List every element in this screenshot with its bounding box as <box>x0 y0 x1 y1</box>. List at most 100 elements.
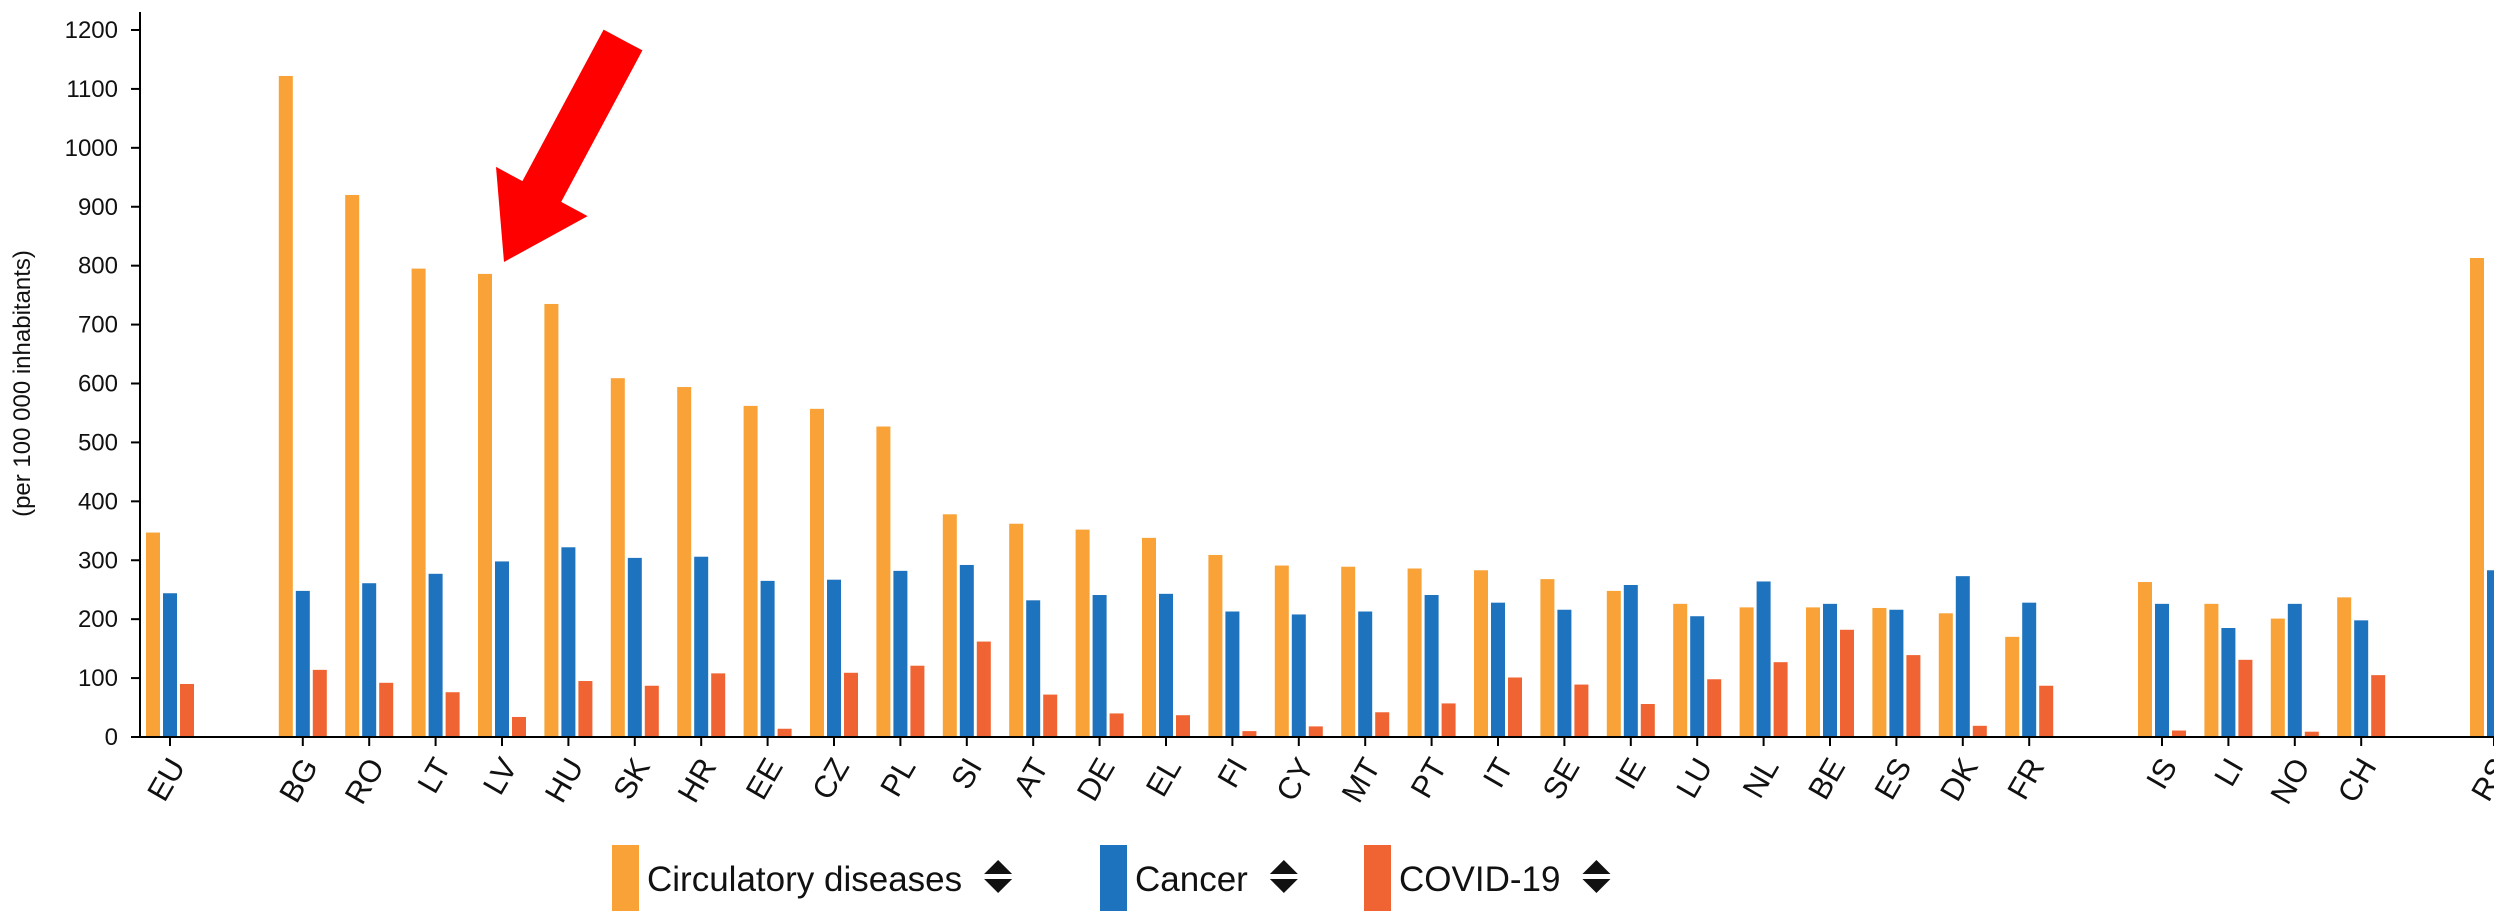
bar-sk-covid-19[interactable] <box>644 685 659 737</box>
bar-lv-covid-19[interactable] <box>512 716 526 737</box>
bar-lv-cancer[interactable] <box>495 561 509 737</box>
bar-pl-cancer[interactable] <box>893 570 908 737</box>
sort-down-icon[interactable] <box>1582 879 1611 893</box>
bar-ch-covid-19[interactable] <box>2371 675 2386 737</box>
bar-ro-covid-19[interactable] <box>379 682 394 737</box>
bar-ie-cancer[interactable] <box>1623 584 1638 737</box>
bar-ch-cancer[interactable] <box>2354 620 2369 737</box>
bar-ee-circulatory-diseases[interactable] <box>743 405 758 737</box>
sort-down-icon[interactable] <box>984 879 1013 893</box>
bar-dk-circulatory-diseases[interactable] <box>1938 613 1953 737</box>
sort-toggle-icon[interactable] <box>1269 860 1298 893</box>
bar-pl-covid-19[interactable] <box>910 665 925 737</box>
bar-el-covid-19[interactable] <box>1176 715 1190 737</box>
bar-se-circulatory-diseases[interactable] <box>1540 579 1555 737</box>
legend-item-circulatory-diseases[interactable]: Circulatory diseases <box>612 845 1013 911</box>
bar-se-cancer[interactable] <box>1557 609 1572 737</box>
bar-at-cancer[interactable] <box>1026 600 1041 737</box>
bar-pt-covid-19[interactable] <box>1441 703 1456 737</box>
bar-be-circulatory-diseases[interactable] <box>1806 607 1820 737</box>
bar-sk-circulatory-diseases[interactable] <box>610 378 625 737</box>
bar-mt-covid-19[interactable] <box>1375 712 1390 737</box>
bar-de-covid-19[interactable] <box>1109 713 1124 737</box>
bar-si-cancer[interactable] <box>959 564 974 737</box>
bar-cz-circulatory-diseases[interactable] <box>810 408 824 737</box>
bar-ro-cancer[interactable] <box>362 583 377 737</box>
bar-bg-cancer[interactable] <box>295 590 310 737</box>
bar-lv-circulatory-diseases[interactable] <box>478 273 492 737</box>
bar-li-cancer[interactable] <box>2221 628 2236 737</box>
bar-no-cancer[interactable] <box>2287 603 2302 737</box>
sort-up-icon[interactable] <box>1269 860 1298 874</box>
bar-lu-covid-19[interactable] <box>1707 679 1722 737</box>
bar-es-circulatory-diseases[interactable] <box>1872 607 1887 737</box>
bar-fi-circulatory-diseases[interactable] <box>1208 554 1223 737</box>
bar-eu-covid-19[interactable] <box>180 683 194 737</box>
bar-es-cancer[interactable] <box>1889 609 1904 737</box>
bar-lt-cancer[interactable] <box>428 573 443 737</box>
bar-li-covid-19[interactable] <box>2238 659 2253 737</box>
bar-be-cancer[interactable] <box>1823 603 1837 737</box>
bar-nl-circulatory-diseases[interactable] <box>1739 607 1754 737</box>
bar-is-cancer[interactable] <box>2155 603 2169 737</box>
bar-mt-circulatory-diseases[interactable] <box>1341 566 1356 737</box>
bar-cy-cancer[interactable] <box>1291 614 1306 737</box>
sort-up-icon[interactable] <box>984 860 1013 874</box>
bar-el-circulatory-diseases[interactable] <box>1142 537 1156 737</box>
bar-it-cancer[interactable] <box>1491 602 1505 737</box>
bar-fr-cancer[interactable] <box>2022 602 2037 737</box>
bar-is-circulatory-diseases[interactable] <box>2138 582 2152 737</box>
bar-ee-cancer[interactable] <box>760 580 775 737</box>
bar-si-circulatory-diseases[interactable] <box>942 514 957 737</box>
legend-item-cancer[interactable]: Cancer <box>1100 845 1298 911</box>
bar-fr-circulatory-diseases[interactable] <box>2005 636 2020 737</box>
bar-rs-circulatory-diseases[interactable] <box>2470 258 2484 737</box>
bar-cz-cancer[interactable] <box>827 579 841 737</box>
bar-hu-cancer[interactable] <box>561 547 576 737</box>
bar-pt-cancer[interactable] <box>1424 595 1439 737</box>
bar-de-circulatory-diseases[interactable] <box>1075 529 1090 737</box>
bar-dk-cancer[interactable] <box>1955 576 1970 737</box>
bar-at-covid-19[interactable] <box>1043 694 1058 737</box>
sort-down-icon[interactable] <box>1269 879 1298 893</box>
bar-hr-covid-19[interactable] <box>711 673 726 737</box>
bar-dk-covid-19[interactable] <box>1972 725 1987 737</box>
bar-pt-circulatory-diseases[interactable] <box>1407 568 1422 737</box>
bar-hu-covid-19[interactable] <box>578 681 593 737</box>
legend-item-covid-19[interactable]: COVID-19 <box>1364 845 1611 911</box>
bar-bg-circulatory-diseases[interactable] <box>278 75 293 737</box>
bar-nl-covid-19[interactable] <box>1773 662 1788 737</box>
bar-cz-covid-19[interactable] <box>844 672 858 737</box>
bar-lu-circulatory-diseases[interactable] <box>1673 603 1688 737</box>
bar-se-covid-19[interactable] <box>1574 684 1589 737</box>
bar-ee-covid-19[interactable] <box>777 728 792 737</box>
sort-up-icon[interactable] <box>1582 860 1611 874</box>
bar-at-circulatory-diseases[interactable] <box>1009 523 1024 737</box>
bar-sk-cancer[interactable] <box>627 557 642 737</box>
bar-cy-covid-19[interactable] <box>1308 726 1323 737</box>
bar-no-covid-19[interactable] <box>2304 731 2319 737</box>
bar-it-circulatory-diseases[interactable] <box>1474 570 1488 737</box>
bar-ch-circulatory-diseases[interactable] <box>2337 597 2352 737</box>
bar-no-circulatory-diseases[interactable] <box>2270 618 2285 737</box>
bar-lt-circulatory-diseases[interactable] <box>411 268 426 737</box>
bar-es-covid-19[interactable] <box>1906 655 1921 737</box>
bar-si-covid-19[interactable] <box>976 641 991 737</box>
bar-de-cancer[interactable] <box>1092 595 1107 737</box>
bar-fi-covid-19[interactable] <box>1242 731 1257 737</box>
bar-hr-cancer[interactable] <box>694 556 709 737</box>
bar-cy-circulatory-diseases[interactable] <box>1274 565 1289 737</box>
bar-fr-covid-19[interactable] <box>2039 685 2054 737</box>
bar-li-circulatory-diseases[interactable] <box>2204 603 2219 737</box>
bar-mt-cancer[interactable] <box>1358 611 1373 737</box>
bar-hu-circulatory-diseases[interactable] <box>544 303 559 737</box>
bar-hr-circulatory-diseases[interactable] <box>677 387 692 737</box>
bar-eu-circulatory-diseases[interactable] <box>146 532 160 737</box>
bar-eu-cancer[interactable] <box>163 593 177 737</box>
bar-is-covid-19[interactable] <box>2172 730 2186 737</box>
bar-ie-covid-19[interactable] <box>1640 704 1655 737</box>
bar-lu-cancer[interactable] <box>1690 616 1705 737</box>
sort-toggle-icon[interactable] <box>1582 860 1611 893</box>
bar-el-cancer[interactable] <box>1159 593 1173 737</box>
bar-pl-circulatory-diseases[interactable] <box>876 426 891 737</box>
